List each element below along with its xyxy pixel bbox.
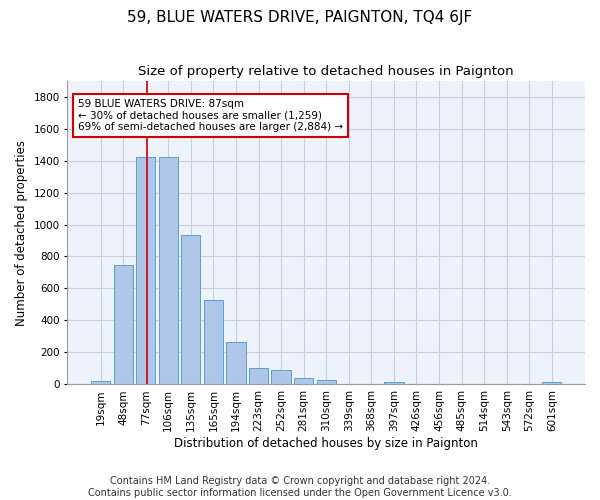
X-axis label: Distribution of detached houses by size in Paignton: Distribution of detached houses by size …	[174, 437, 478, 450]
Bar	[294, 378, 313, 384]
Title: Size of property relative to detached houses in Paignton: Size of property relative to detached ho…	[139, 65, 514, 78]
Text: 59 BLUE WATERS DRIVE: 87sqm
← 30% of detached houses are smaller (1,259)
69% of : 59 BLUE WATERS DRIVE: 87sqm ← 30% of det…	[78, 99, 343, 132]
Text: 59, BLUE WATERS DRIVE, PAIGNTON, TQ4 6JF: 59, BLUE WATERS DRIVE, PAIGNTON, TQ4 6JF	[127, 10, 473, 25]
Bar	[317, 380, 336, 384]
Bar	[113, 265, 133, 384]
Bar	[542, 382, 562, 384]
Bar	[249, 368, 268, 384]
Y-axis label: Number of detached properties: Number of detached properties	[15, 140, 28, 326]
Bar	[136, 156, 155, 384]
Bar	[181, 234, 200, 384]
Bar	[91, 381, 110, 384]
Bar	[385, 382, 404, 384]
Text: Contains HM Land Registry data © Crown copyright and database right 2024.
Contai: Contains HM Land Registry data © Crown c…	[88, 476, 512, 498]
Bar	[158, 156, 178, 384]
Bar	[204, 300, 223, 384]
Bar	[226, 342, 245, 384]
Bar	[271, 370, 290, 384]
